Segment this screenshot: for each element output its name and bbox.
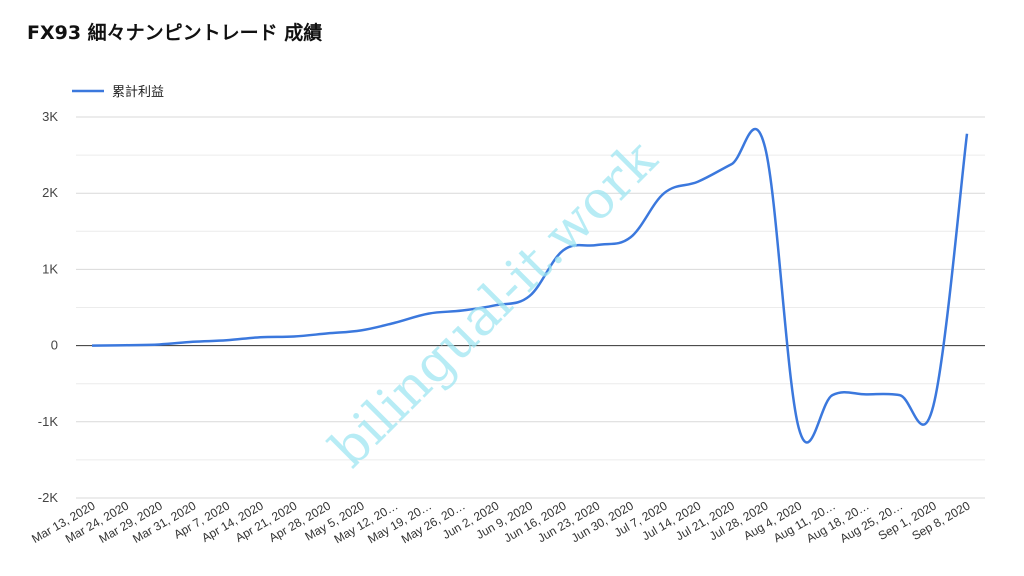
series-lines xyxy=(91,127,969,444)
y-tick-label: 2K xyxy=(42,185,58,200)
y-tick-label: 1K xyxy=(42,261,58,276)
y-tick-label: 0 xyxy=(51,338,58,353)
y-tick-label: -2K xyxy=(38,490,59,505)
y-tick-label: 3K xyxy=(42,109,58,124)
legend-label: 累計利益 xyxy=(112,84,164,100)
y-axis-ticks: 3K 2K 1K 0 -1K -2K xyxy=(38,109,59,505)
grid-lines xyxy=(76,116,985,499)
y-tick-label: -1K xyxy=(38,414,59,429)
series-line-cumulative-profit[interactable] xyxy=(91,127,969,444)
chart-title: FX93 細々ナンピントレード 成績 xyxy=(27,22,323,44)
legend[interactable]: 累計利益 xyxy=(72,84,164,100)
watermark-text: bilingual-it.work xyxy=(319,129,669,479)
